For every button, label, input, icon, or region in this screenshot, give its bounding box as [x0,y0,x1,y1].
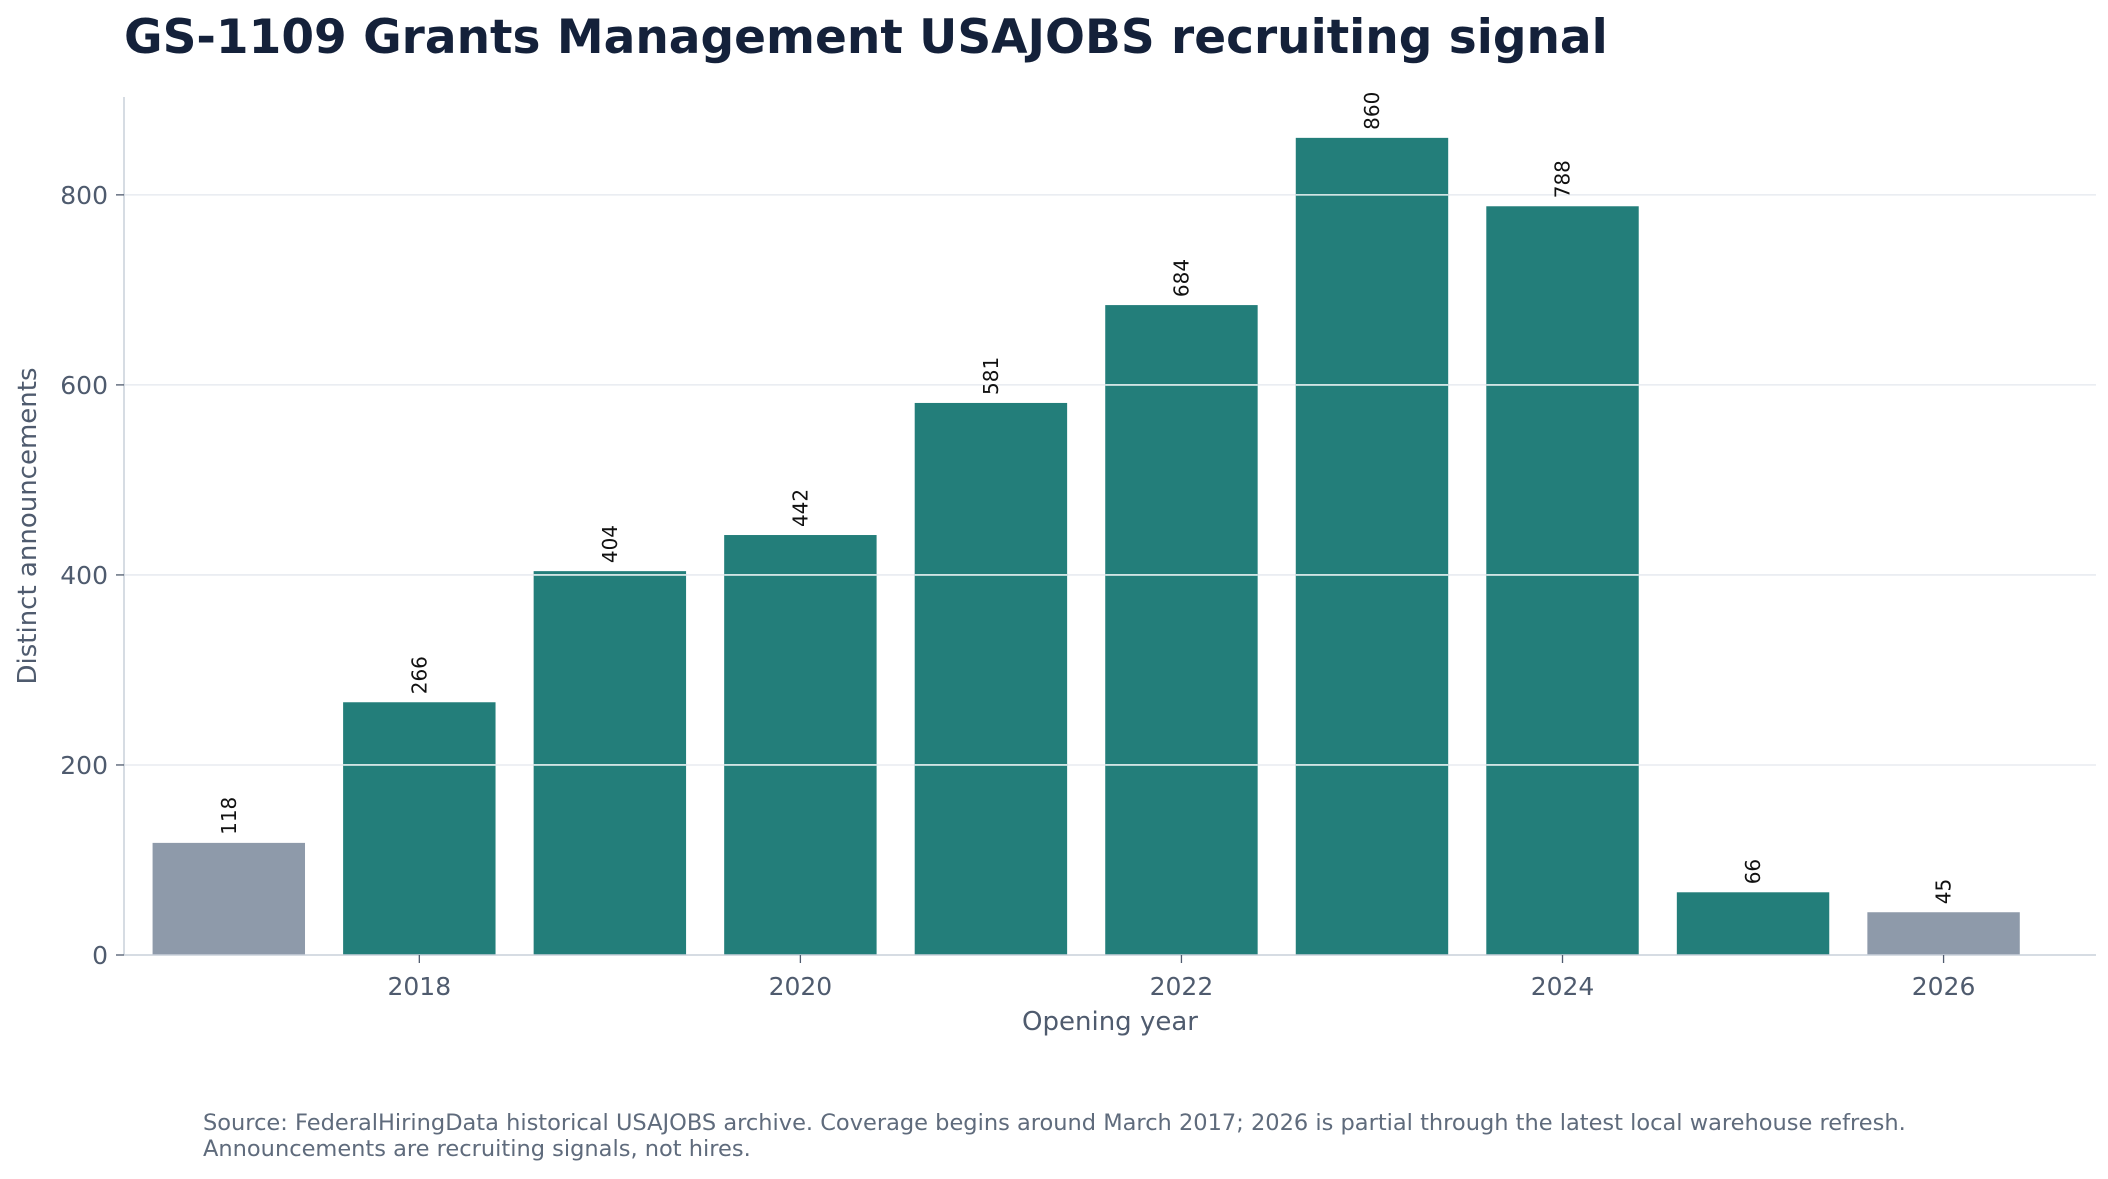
y-tick-label-200: 200 [60,751,108,780]
x-tick-label-2020: 2020 [769,972,833,1001]
bar-value-labels: 118 266 404 442 581 684 860 788 66 45 [217,92,1956,905]
bar-2020 [724,535,877,955]
bar-value-label-2020: 442 [788,489,812,527]
x-tick-label-2024: 2024 [1531,972,1595,1001]
gridline-overlay [343,194,1639,766]
y-tick-label-0: 0 [92,941,108,970]
chart-title: GS-1109 Grants Management USAJOBS recrui… [124,10,1608,65]
bar-2024 [1486,206,1639,955]
bar-2017 [152,842,306,955]
bar-2026 [1867,912,2020,955]
bars [152,137,2020,955]
x-tick-label-2018: 2018 [388,972,452,1001]
bar-2019 [533,571,687,955]
y-axis-title: Distinct announcements [13,367,43,684]
bar-value-label-2024: 788 [1551,160,1575,198]
bar-2023 [1295,137,1449,955]
source-note: Source: FederalHiringData historical USA… [203,1110,1906,1162]
y-tick-label-400: 400 [60,561,108,590]
bar-value-label-2019: 404 [598,525,622,563]
bar-value-label-2018: 266 [407,656,431,694]
x-tick-label-2026: 2026 [1912,972,1976,1001]
bar-value-label-2025: 66 [1741,859,1765,884]
x-axis-title: Opening year [1022,1007,1198,1037]
x-tick-label-2022: 2022 [1150,972,1214,1001]
bar-2022 [1105,305,1258,955]
y-tick-label-800: 800 [60,181,108,210]
bar-2018 [343,702,496,955]
bar-value-label-2022: 684 [1169,259,1193,297]
bar-2021 [914,402,1068,955]
y-tick-label-600: 600 [60,371,108,400]
bar-value-label-2017: 118 [217,797,241,835]
axes: 0 200 400 600 800 2018 2020 2022 2024 2026 [60,97,2096,1001]
bar-2025 [1676,892,1830,955]
bar-value-label-2026: 45 [1932,879,1956,904]
bar-value-label-2023: 860 [1360,92,1384,130]
bar-value-label-2021: 581 [979,357,1003,395]
